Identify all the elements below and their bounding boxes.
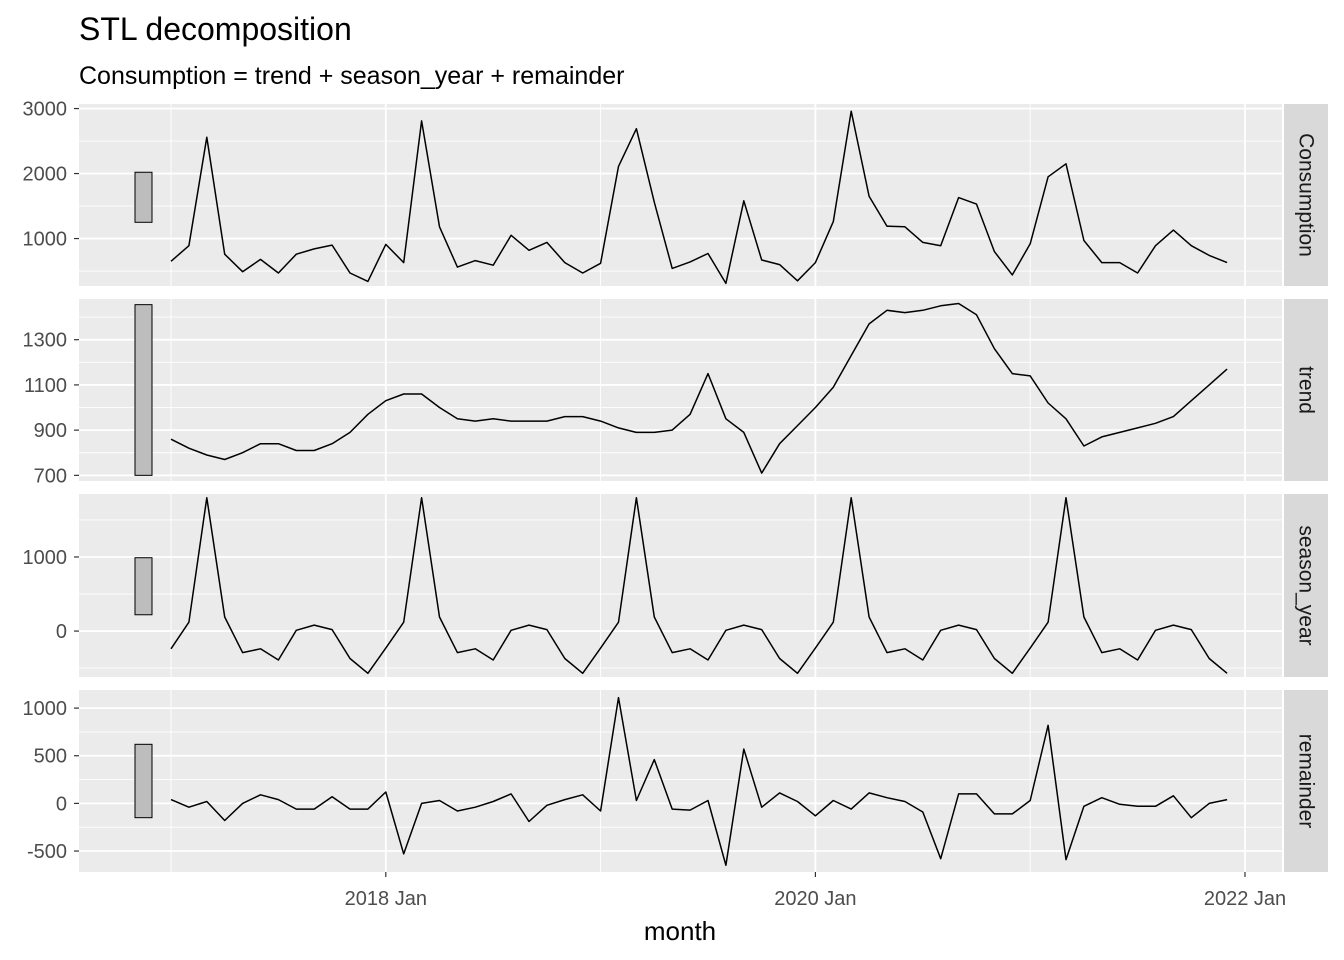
x-axis-label: month: [644, 916, 716, 946]
facet-strip: [1284, 104, 1328, 286]
y-tick-label: 1300: [23, 330, 68, 352]
series-line-Consumption: [170, 110, 1228, 285]
y-tick-label: 1000: [23, 229, 68, 251]
series-line-remainder: [170, 696, 1228, 867]
panel-background: [79, 104, 1282, 286]
y-tick-label: 1000: [23, 547, 68, 569]
facet-strip-label: Consumption: [1295, 133, 1318, 257]
y-tick-label: 900: [34, 420, 67, 442]
facet-strip-label: season_year: [1295, 525, 1318, 645]
y-tick-label: -500: [27, 841, 67, 863]
y-tick-label: 0: [56, 793, 67, 815]
x-tick-label: 2018 Jan: [345, 888, 427, 910]
series-line-trend: [170, 302, 1228, 474]
x-tick-label: 2020 Jan: [774, 888, 856, 910]
panel-season_year: 0 1000 season_year: [23, 494, 1328, 677]
y-tick-label: 3000: [23, 99, 68, 121]
y-tick-label: 500: [34, 746, 67, 768]
y-tick-label: 700: [34, 465, 67, 487]
chart-title: STL decomposition: [79, 11, 352, 47]
facet-strip-label: remainder: [1295, 734, 1318, 829]
panel-remainder: -500 0 500 1000 remainder: [23, 690, 1328, 872]
x-tick-label: 2022 Jan: [1204, 888, 1286, 910]
scale-bar: [134, 557, 153, 616]
facet-panels: 1000 2000 3000 Consumption 700 900 1100 1300 tre…: [23, 99, 1328, 872]
panel-background: [79, 690, 1282, 872]
scale-bar: [134, 171, 153, 223]
facet-strip-label: trend: [1295, 366, 1318, 414]
y-tick-label: 1000: [23, 698, 68, 720]
facet-strip: [1284, 299, 1328, 481]
facet-strip: [1284, 494, 1328, 677]
y-tick-label: 0: [56, 621, 67, 643]
y-tick-label: 1100: [24, 375, 67, 397]
scale-bar: [134, 304, 153, 476]
x-axis: 2018 Jan 2020 Jan 2022 Jan: [345, 872, 1286, 910]
series-line-season_year: [170, 496, 1228, 675]
panel-background: [79, 494, 1282, 677]
scale-bar: [134, 743, 153, 819]
panel-trend: 700 900 1100 1300 trend: [23, 299, 1328, 487]
facet-strip: [1284, 690, 1328, 872]
panel-background: [79, 299, 1282, 481]
y-tick-label: 2000: [23, 164, 68, 186]
panel-Consumption: 1000 2000 3000 Consumption: [23, 99, 1328, 286]
chart-subtitle: Consumption = trend + season_year + rema…: [79, 62, 624, 90]
